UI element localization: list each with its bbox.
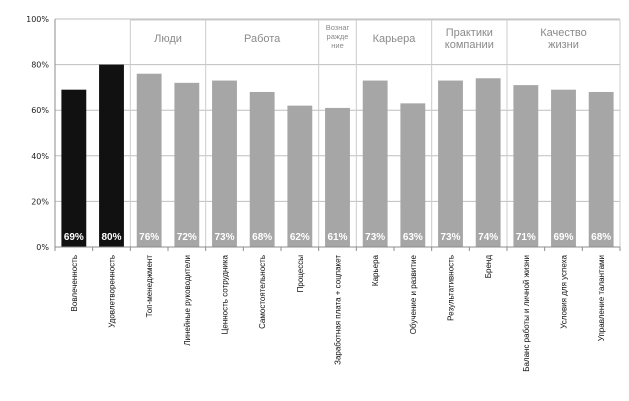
bar bbox=[400, 103, 426, 247]
bar bbox=[174, 82, 200, 247]
bar bbox=[287, 105, 313, 247]
x-tick-label: Бренд bbox=[484, 255, 493, 279]
group-labels: Люди Работа Вознаг ражде ние Карьера Практики к… bbox=[154, 23, 587, 51]
highlight-bar bbox=[61, 89, 87, 248]
x-tick-label: Карьера bbox=[371, 254, 380, 286]
bar-value-label: 68% bbox=[252, 232, 272, 243]
x-tick-label: Самостоятельность bbox=[258, 255, 267, 329]
bar-value-label: 63% bbox=[403, 232, 423, 243]
bar bbox=[588, 91, 614, 248]
bar-value-label: 80% bbox=[101, 232, 121, 243]
x-tick-label: Ценность сотрудника bbox=[221, 254, 230, 334]
x-tick-label: Условия для успеха bbox=[560, 254, 569, 328]
bar-value-label: 69% bbox=[64, 232, 84, 243]
bar bbox=[249, 91, 275, 248]
group-label: Качество жизни bbox=[540, 27, 587, 51]
bar-value-label: 74% bbox=[478, 232, 498, 243]
x-tick-label: Удовлетворенность bbox=[108, 255, 117, 328]
bar-value-label: 62% bbox=[290, 232, 310, 243]
bar bbox=[362, 80, 388, 247]
group-separators bbox=[129, 19, 621, 247]
x-tick-label: Процессы bbox=[296, 255, 305, 293]
bar-value-label: 73% bbox=[365, 232, 385, 243]
bars: 69% 80% 76% 72% 73% 68% 62% 61% 73% 63% 73% 74% 71% 6… bbox=[61, 64, 614, 248]
x-tick-label: Баланс работы и личной жизни bbox=[522, 255, 531, 372]
y-tick-label: 0% bbox=[36, 243, 49, 252]
highlight-bar bbox=[99, 64, 124, 247]
bar-value-label: 69% bbox=[553, 232, 573, 243]
y-tick-label: 40% bbox=[31, 152, 49, 161]
x-tick-label: Обучение и развитие bbox=[409, 254, 418, 334]
group-label: Работа bbox=[244, 33, 281, 45]
x-tick-label: Заработная плата + соцпакет bbox=[334, 255, 343, 365]
bar bbox=[513, 85, 539, 248]
axes bbox=[54, 19, 621, 251]
bar bbox=[325, 107, 350, 247]
group-label: Люди bbox=[154, 33, 182, 45]
y-tick-label: 80% bbox=[31, 61, 49, 70]
group-label: Карьера bbox=[373, 33, 417, 45]
bar bbox=[438, 80, 463, 247]
x-tick-label: Управление талантами bbox=[597, 255, 606, 341]
bar-value-label: 76% bbox=[139, 232, 159, 243]
group-label: Практики компании bbox=[445, 27, 494, 51]
y-tick-label: 100% bbox=[26, 15, 49, 24]
bar-value-label: 73% bbox=[440, 232, 460, 243]
bar bbox=[136, 73, 162, 247]
x-tick-label: Результативность bbox=[447, 255, 456, 321]
x-tick-labels: Вовлеченность Удовлетворенность Топ-менедж… bbox=[70, 254, 606, 371]
y-tick-label: 20% bbox=[31, 197, 49, 206]
bar-value-label: 61% bbox=[327, 232, 347, 243]
y-tick-labels: 0% 20% 40% 60% 80% 100% bbox=[26, 15, 49, 252]
bar bbox=[475, 78, 501, 247]
bar-value-label: 68% bbox=[591, 232, 611, 243]
bar bbox=[551, 89, 576, 248]
bar-value-label: 72% bbox=[177, 232, 197, 243]
bar-value-label: 73% bbox=[214, 232, 234, 243]
bar bbox=[212, 80, 237, 247]
y-tick-label: 60% bbox=[31, 106, 49, 115]
bar-value-label: 71% bbox=[516, 232, 536, 243]
x-tick-label: Вовлеченность bbox=[70, 255, 79, 311]
x-tick-label: Топ-менеджмент bbox=[145, 255, 154, 318]
x-tick-label: Линейные руководители bbox=[183, 255, 192, 346]
group-label: Вознаг ражде ние bbox=[326, 23, 350, 50]
